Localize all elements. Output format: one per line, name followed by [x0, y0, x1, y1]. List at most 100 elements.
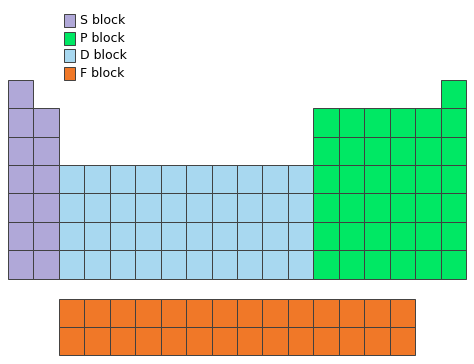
Bar [8, 80, 33, 108]
Bar [33, 222, 59, 250]
Text: D block: D block [80, 50, 127, 62]
Bar [339, 298, 365, 327]
Bar [441, 193, 466, 222]
Bar [161, 165, 186, 193]
Bar [8, 193, 33, 222]
Bar [263, 193, 288, 222]
Bar [339, 327, 365, 356]
Bar [64, 50, 75, 62]
Bar [211, 165, 237, 193]
Bar [365, 165, 390, 193]
Bar [339, 136, 365, 165]
Bar [441, 222, 466, 250]
Bar [135, 250, 161, 279]
Bar [33, 136, 59, 165]
Bar [33, 193, 59, 222]
Bar [288, 250, 313, 279]
Bar [390, 193, 415, 222]
Bar [33, 250, 59, 279]
Bar [263, 298, 288, 327]
Bar [186, 250, 211, 279]
Bar [211, 193, 237, 222]
Bar [390, 250, 415, 279]
Bar [135, 222, 161, 250]
Bar [390, 298, 415, 327]
Bar [59, 193, 84, 222]
Bar [135, 193, 161, 222]
Bar [211, 327, 237, 356]
Bar [211, 298, 237, 327]
Bar [313, 165, 339, 193]
Bar [237, 250, 263, 279]
Bar [109, 165, 135, 193]
Bar [8, 108, 33, 136]
Text: P block: P block [80, 32, 125, 45]
Bar [84, 298, 109, 327]
Bar [135, 298, 161, 327]
Text: S block: S block [80, 14, 126, 27]
Bar [390, 165, 415, 193]
Bar [84, 165, 109, 193]
Bar [84, 250, 109, 279]
Bar [339, 222, 365, 250]
Bar [33, 108, 59, 136]
Bar [263, 250, 288, 279]
Bar [109, 250, 135, 279]
Bar [365, 298, 390, 327]
Bar [161, 327, 186, 356]
Bar [415, 136, 441, 165]
Bar [237, 327, 263, 356]
Bar [313, 298, 339, 327]
Bar [441, 165, 466, 193]
Bar [64, 67, 75, 80]
Bar [339, 108, 365, 136]
Text: F block: F block [80, 67, 125, 80]
Bar [288, 298, 313, 327]
Bar [288, 222, 313, 250]
Bar [64, 32, 75, 45]
Bar [313, 193, 339, 222]
Bar [263, 327, 288, 356]
Bar [441, 80, 466, 108]
Bar [161, 222, 186, 250]
Bar [84, 327, 109, 356]
Bar [59, 222, 84, 250]
Bar [390, 222, 415, 250]
Bar [59, 250, 84, 279]
Bar [109, 222, 135, 250]
Bar [135, 165, 161, 193]
Bar [339, 193, 365, 222]
Bar [313, 108, 339, 136]
Bar [415, 250, 441, 279]
Bar [64, 14, 75, 27]
Bar [415, 165, 441, 193]
Bar [186, 327, 211, 356]
Bar [59, 327, 84, 356]
Bar [59, 298, 84, 327]
Bar [313, 136, 339, 165]
Bar [237, 298, 263, 327]
Bar [8, 250, 33, 279]
Bar [186, 165, 211, 193]
Bar [415, 108, 441, 136]
Bar [415, 222, 441, 250]
Bar [237, 165, 263, 193]
Bar [135, 327, 161, 356]
Bar [8, 136, 33, 165]
Bar [288, 193, 313, 222]
Bar [339, 165, 365, 193]
Bar [59, 165, 84, 193]
Bar [8, 222, 33, 250]
Bar [415, 193, 441, 222]
Bar [390, 136, 415, 165]
Bar [109, 327, 135, 356]
Bar [109, 193, 135, 222]
Bar [365, 108, 390, 136]
Bar [84, 193, 109, 222]
Bar [313, 250, 339, 279]
Bar [339, 250, 365, 279]
Bar [441, 108, 466, 136]
Bar [365, 327, 390, 356]
Bar [365, 136, 390, 165]
Bar [109, 298, 135, 327]
